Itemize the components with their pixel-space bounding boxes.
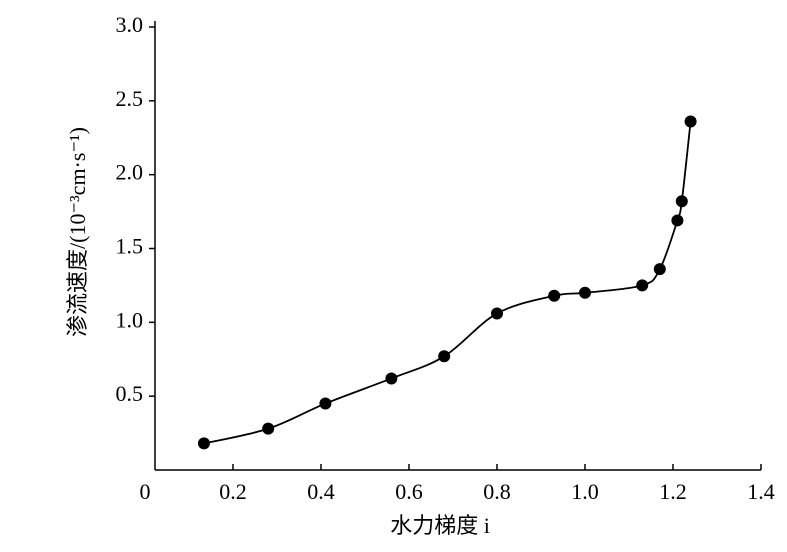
data-point bbox=[675, 195, 688, 208]
data-point bbox=[579, 286, 591, 299]
data-point bbox=[653, 263, 666, 276]
data-point bbox=[385, 372, 398, 385]
x-tick-label: 0.6 bbox=[395, 479, 423, 504]
x-tick-label: 1.2 bbox=[659, 479, 687, 504]
data-point bbox=[197, 437, 210, 450]
y-axis-label: 渗流速度/(10⁻³cm·s⁻¹) bbox=[65, 127, 90, 337]
x-tick-label: 1.0 bbox=[571, 479, 599, 504]
data-point bbox=[262, 422, 275, 435]
data-point bbox=[671, 214, 684, 227]
data-point bbox=[319, 397, 332, 410]
y-tick-label: 2.5 bbox=[116, 86, 144, 111]
x-tick-label: 0 bbox=[140, 479, 151, 504]
x-tick-label: 0.8 bbox=[483, 479, 511, 504]
y-tick-label: 1.5 bbox=[116, 234, 144, 259]
x-tick-label: 0.4 bbox=[307, 479, 335, 504]
data-line bbox=[203, 121, 692, 445]
data-point bbox=[636, 279, 649, 292]
y-tick-label: 2.0 bbox=[116, 160, 144, 185]
y-tick-label: 3.0 bbox=[116, 12, 144, 37]
data-point bbox=[548, 289, 561, 302]
data-point bbox=[438, 350, 451, 363]
x-tick-label: 1.4 bbox=[747, 479, 775, 504]
x-tick-label: 0.2 bbox=[219, 479, 247, 504]
x-axis-label: 水力梯度 i bbox=[390, 513, 490, 538]
data-point bbox=[491, 307, 503, 320]
data-point bbox=[684, 115, 697, 128]
y-tick-label: 1.0 bbox=[116, 307, 144, 332]
y-tick-label: 0.5 bbox=[116, 381, 144, 406]
